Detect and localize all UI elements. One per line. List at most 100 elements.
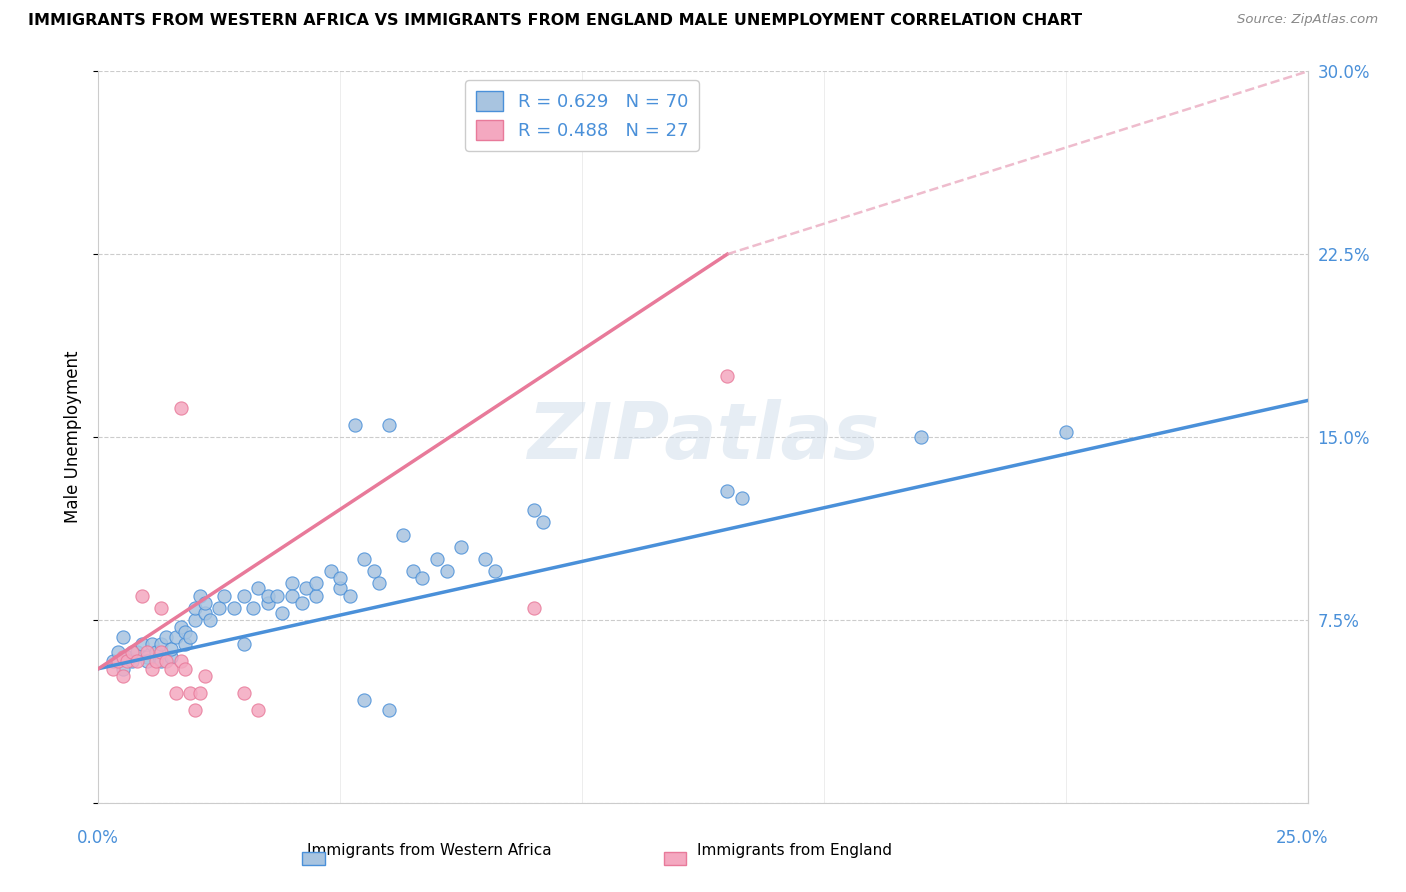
- Point: [242, 600, 264, 615]
- Text: Source: ZipAtlas.com: Source: ZipAtlas.com: [1237, 13, 1378, 27]
- Point: [212, 589, 235, 603]
- Y-axis label: Male Unemployment: Male Unemployment: [65, 351, 83, 524]
- Point: [169, 654, 191, 668]
- Text: Immigrants from Western Africa: Immigrants from Western Africa: [307, 843, 551, 857]
- Point: [184, 703, 207, 717]
- Point: [131, 589, 153, 603]
- Point: [145, 654, 167, 668]
- Point: [716, 483, 738, 498]
- Point: [127, 645, 149, 659]
- Point: [194, 669, 217, 683]
- Point: [392, 527, 415, 541]
- Point: [436, 564, 458, 578]
- Point: [169, 401, 191, 415]
- Point: [353, 552, 375, 566]
- Point: [160, 649, 183, 664]
- Legend: R = 0.629   N = 70, R = 0.488   N = 27: R = 0.629 N = 70, R = 0.488 N = 27: [465, 80, 699, 151]
- Point: [426, 552, 449, 566]
- Point: [127, 654, 149, 668]
- Point: [188, 686, 211, 700]
- Point: [111, 662, 134, 676]
- Point: [256, 589, 278, 603]
- Point: [339, 589, 361, 603]
- Point: [295, 581, 318, 595]
- Point: [450, 540, 472, 554]
- Point: [474, 552, 496, 566]
- Point: [281, 576, 304, 591]
- Point: [155, 654, 177, 668]
- Point: [155, 630, 177, 644]
- Point: [117, 649, 139, 664]
- Point: [174, 637, 197, 651]
- Point: [523, 600, 546, 615]
- Point: [256, 596, 278, 610]
- Point: [121, 645, 143, 659]
- Point: [1054, 425, 1077, 440]
- Point: [377, 417, 399, 432]
- Point: [121, 654, 143, 668]
- Point: [266, 589, 288, 603]
- Point: [194, 606, 217, 620]
- Text: ZIPatlas: ZIPatlas: [527, 399, 879, 475]
- Point: [165, 686, 187, 700]
- Text: IMMIGRANTS FROM WESTERN AFRICA VS IMMIGRANTS FROM ENGLAND MALE UNEMPLOYMENT CORR: IMMIGRANTS FROM WESTERN AFRICA VS IMMIGR…: [28, 13, 1083, 29]
- Point: [484, 564, 506, 578]
- Point: [305, 576, 328, 591]
- Point: [169, 620, 191, 634]
- Point: [131, 637, 153, 651]
- Point: [402, 564, 425, 578]
- Point: [184, 600, 207, 615]
- Point: [377, 703, 399, 717]
- Point: [731, 491, 754, 505]
- Point: [179, 630, 201, 644]
- Point: [194, 596, 217, 610]
- Point: [117, 654, 139, 668]
- Point: [150, 637, 173, 651]
- Point: [329, 581, 352, 595]
- Point: [232, 637, 254, 651]
- Point: [111, 649, 134, 664]
- Point: [174, 625, 197, 640]
- Point: [319, 564, 342, 578]
- Point: [150, 645, 173, 659]
- Text: Immigrants from England: Immigrants from England: [697, 843, 891, 857]
- Point: [232, 686, 254, 700]
- Point: [523, 503, 546, 517]
- Point: [174, 662, 197, 676]
- Point: [411, 572, 433, 586]
- Point: [531, 516, 554, 530]
- Point: [145, 645, 167, 659]
- Point: [271, 606, 294, 620]
- Point: [111, 669, 134, 683]
- Point: [150, 600, 173, 615]
- Point: [910, 430, 932, 444]
- Point: [141, 637, 163, 651]
- Point: [368, 576, 391, 591]
- Point: [141, 662, 163, 676]
- Point: [198, 613, 221, 627]
- Text: 25.0%: 25.0%: [1277, 829, 1329, 847]
- Point: [716, 369, 738, 384]
- Point: [281, 589, 304, 603]
- Point: [247, 703, 270, 717]
- Point: [179, 686, 201, 700]
- Point: [184, 613, 207, 627]
- Point: [188, 589, 211, 603]
- Point: [101, 662, 124, 676]
- Point: [111, 630, 134, 644]
- Point: [290, 596, 312, 610]
- Point: [353, 693, 375, 707]
- Point: [150, 654, 173, 668]
- Point: [160, 642, 183, 657]
- Point: [135, 654, 157, 668]
- Point: [101, 654, 124, 668]
- Point: [329, 572, 352, 586]
- Point: [165, 630, 187, 644]
- Point: [135, 645, 157, 659]
- Point: [160, 662, 183, 676]
- Point: [305, 589, 328, 603]
- Point: [107, 645, 129, 659]
- Point: [107, 654, 129, 668]
- Point: [135, 649, 157, 664]
- Point: [232, 589, 254, 603]
